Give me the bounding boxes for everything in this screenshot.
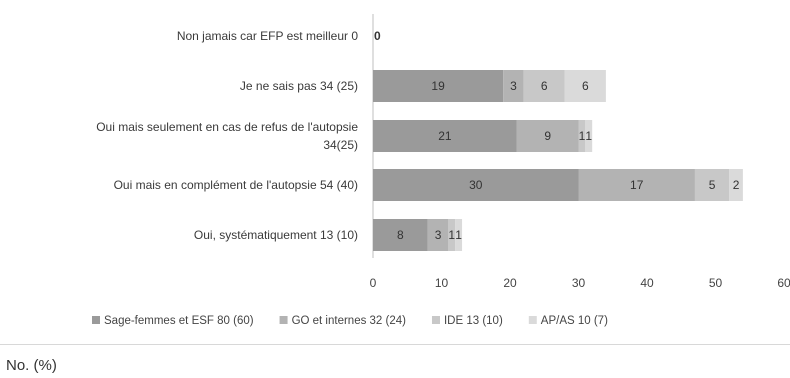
bar-segment xyxy=(578,169,695,201)
bar-segment xyxy=(373,219,428,251)
footnote: No. (%) xyxy=(6,357,57,374)
bar-segment xyxy=(585,120,593,152)
data-label: 3 xyxy=(435,228,442,242)
data-label: 1 xyxy=(448,228,455,242)
data-label: 19 xyxy=(431,79,445,93)
legend-swatch xyxy=(279,316,288,324)
stacked-bar-chart: Non jamais car EFP est meilleur 0 Je ne s… xyxy=(92,14,790,327)
category-label: Je ne sais pas 34 (25) xyxy=(240,79,358,93)
divider xyxy=(0,344,790,345)
legend-swatch xyxy=(92,316,100,324)
legend-label: IDE 13 (10) xyxy=(444,315,503,327)
bar-segment xyxy=(373,70,504,102)
x-tick-label: 60 xyxy=(777,276,790,290)
x-tick-label: 30 xyxy=(572,276,586,290)
data-label: 1 xyxy=(455,228,462,242)
x-tick-label: 40 xyxy=(640,276,654,290)
bar-segment xyxy=(523,70,565,102)
data-label: 0 xyxy=(374,29,381,43)
data-label: 9 xyxy=(544,129,551,143)
data-label: 21 xyxy=(438,129,452,143)
x-tick-label: 50 xyxy=(709,276,723,290)
data-label: 3 xyxy=(510,79,517,93)
bar-segment xyxy=(448,219,456,251)
bar-segment xyxy=(455,219,463,251)
bar-segment xyxy=(427,219,449,251)
data-label: 2 xyxy=(733,178,740,192)
legend-swatch xyxy=(528,316,537,324)
data-label: 1 xyxy=(585,129,592,143)
category-label: Oui, systématiquement 13 (10) xyxy=(194,228,358,242)
bar-segment xyxy=(516,120,579,152)
x-tick-label: 10 xyxy=(435,276,449,290)
bar-segment xyxy=(564,70,606,102)
legend-swatch xyxy=(431,316,440,324)
bar-segment xyxy=(373,169,579,201)
data-label: 1 xyxy=(579,129,586,143)
data-label: 30 xyxy=(469,178,483,192)
category-label: Non jamais car EFP est meilleur 0 xyxy=(177,29,359,43)
x-tick-label: 0 xyxy=(370,276,377,290)
bar-segment xyxy=(578,120,586,152)
legend-label: Sage-femmes et ESF 80 (60) xyxy=(104,315,254,327)
bar-segment xyxy=(503,70,524,102)
legend-label: GO et internes 32 (24) xyxy=(292,315,407,327)
legend-label: AP/AS 10 (7) xyxy=(541,315,608,327)
data-label: 5 xyxy=(709,178,716,192)
bar-segment xyxy=(373,120,517,152)
data-label: 17 xyxy=(630,178,644,192)
data-label: 6 xyxy=(582,79,589,93)
x-tick-label: 20 xyxy=(503,276,517,290)
data-label: 6 xyxy=(541,79,548,93)
category-label: Oui mais seulement en cas de refus de l'… xyxy=(96,120,358,134)
category-label: 34(25) xyxy=(323,138,358,152)
bar-segment xyxy=(729,169,743,201)
category-label: Oui mais en complément de l'autopsie 54 … xyxy=(114,178,358,192)
data-label: 8 xyxy=(397,228,404,242)
bar-segment xyxy=(694,169,730,201)
